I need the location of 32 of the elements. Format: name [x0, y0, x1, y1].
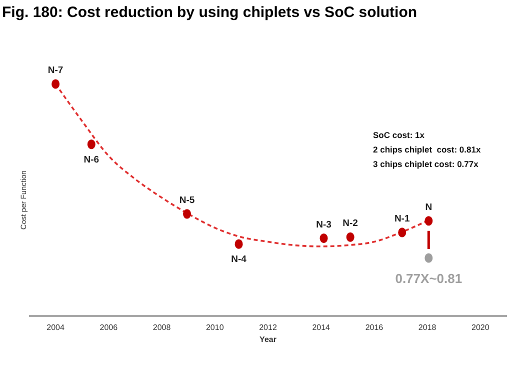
chart-title: Fig. 180: Cost reduction by using chiplets vs SoC solution — [2, 4, 418, 21]
point — [52, 79, 60, 89]
annotation: N-5 — [179, 194, 196, 206]
annotation: N — [425, 202, 432, 213]
x-tick-label: 2012 — [259, 323, 278, 332]
x-tick-label: 2014 — [312, 323, 331, 332]
annotation: N-7 — [48, 65, 64, 76]
x-tick-label: 2020 — [472, 323, 490, 332]
x-tick-label: 2010 — [206, 323, 224, 332]
annotation: N-1 — [394, 213, 410, 224]
annotation: SoC cost: 1x — [373, 130, 425, 140]
point — [320, 233, 328, 244]
point — [346, 232, 354, 242]
x-tick-label: 2016 — [365, 323, 384, 332]
x-tick-label: 2006 — [100, 323, 118, 332]
x-tick-label: 2008 — [152, 323, 172, 332]
annotation: N-2 — [342, 218, 358, 230]
x-tick-label: 2004 — [46, 323, 66, 332]
point — [398, 228, 406, 238]
point — [87, 140, 96, 150]
annotation: 3 chips chiplet cost: 0.77x — [373, 159, 479, 169]
x-tick-label: 2018 — [418, 323, 437, 332]
annotation: 0.77X~0.81 — [395, 271, 462, 286]
point — [424, 216, 433, 226]
point — [424, 253, 433, 263]
x-axis-title: Year — [260, 335, 276, 344]
annotation: 2 chips chiplet cost: 0.81x — [373, 144, 481, 154]
point — [234, 239, 243, 249]
annotation: N-6 — [84, 154, 100, 166]
annotation: N-4 — [231, 254, 248, 266]
annotation: N-3 — [316, 219, 332, 230]
point — [183, 209, 192, 219]
